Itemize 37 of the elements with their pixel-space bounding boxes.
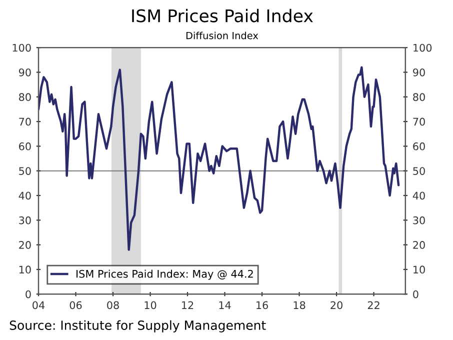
y2-tick-label: 80: [413, 93, 425, 102]
y-tick-label: 60: [19, 142, 31, 150]
y2-tick-label: 60: [413, 142, 425, 150]
y-tick-label: 100: [12, 44, 31, 52]
y-tick-label: 50: [19, 167, 31, 175]
y2-tick-label: 10: [414, 266, 425, 274]
y-tick-label: 70: [19, 118, 31, 126]
x-tick-label: 22: [368, 301, 380, 309]
y-tick-label: 40: [18, 192, 31, 200]
y2-tick-label: 50: [413, 167, 425, 175]
y2-tick-label: 30: [413, 216, 425, 224]
line-series: [38, 66, 400, 251]
y2-tick-label: 20: [413, 241, 425, 249]
y2-tick-label: 70: [413, 118, 425, 126]
legend-label: ISM Prices Paid Index: May @ 44.2: [76, 270, 253, 280]
x-tick-label: 12: [182, 301, 194, 309]
y-tick-label: 0: [26, 290, 31, 298]
x-tick-label: 10: [144, 301, 156, 310]
y-tick-label: 10: [19, 266, 31, 274]
x-tick-label: 08: [107, 301, 119, 310]
y-tick-label: 30: [19, 216, 31, 224]
y2-tick-label: 0: [413, 290, 418, 298]
chart-subtitle: Diffusion Index: [186, 32, 258, 40]
x-tick-label: 04: [32, 301, 45, 310]
chart-title: ISM Prices Paid Index: [132, 8, 313, 22]
x-tick-label: 18: [294, 301, 306, 310]
x-tick-label: 06: [70, 301, 82, 310]
x-tick-label: 14: [219, 301, 231, 309]
y-tick-label: 20: [19, 241, 31, 249]
y-tick-label: 80: [19, 93, 31, 102]
x-tick-label: 16: [256, 301, 268, 310]
y2-tick-label: 40: [412, 192, 425, 200]
y-tick-label: 90: [18, 68, 31, 76]
source-note: Source: Institute for Supply Management: [10, 320, 266, 332]
y2-tick-label: 90: [413, 68, 425, 76]
x-tick-label: 20: [330, 301, 342, 310]
y2-tick-label: 100: [414, 44, 432, 52]
